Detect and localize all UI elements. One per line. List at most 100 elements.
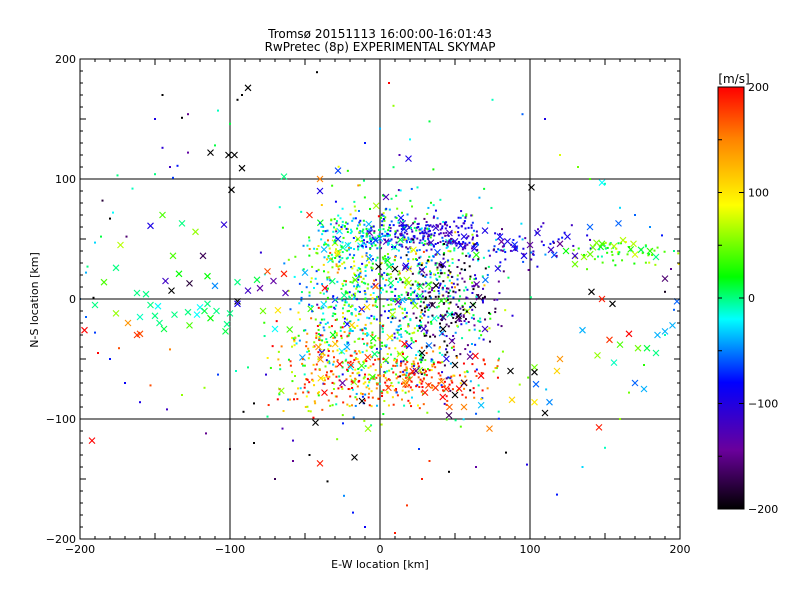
data-point-dot xyxy=(456,283,459,286)
data-point-dot xyxy=(545,388,548,391)
data-point-dot xyxy=(407,325,410,328)
data-point-dot xyxy=(388,208,391,211)
data-point-dot xyxy=(289,360,292,363)
data-point-dot xyxy=(411,272,414,275)
data-point-dot xyxy=(462,362,465,365)
data-point-dot xyxy=(362,179,365,182)
data-point-dot xyxy=(641,252,644,255)
data-point-dot xyxy=(455,225,458,228)
data-point-dot xyxy=(316,248,319,251)
data-point-dot xyxy=(365,252,368,255)
data-point-cross xyxy=(372,202,380,210)
data-point-dot xyxy=(409,319,412,322)
data-point-dot xyxy=(362,281,365,284)
data-point-dot xyxy=(365,327,368,330)
data-point-dot xyxy=(305,395,308,398)
data-point-dot xyxy=(380,247,383,250)
data-point-dot xyxy=(434,335,437,338)
data-point-dot xyxy=(357,245,360,248)
data-point-dot xyxy=(363,360,366,363)
data-point-dot xyxy=(410,187,413,190)
data-point-dot xyxy=(346,291,349,294)
data-point-dot xyxy=(400,335,403,338)
data-point-cross xyxy=(196,304,204,311)
data-point-dot xyxy=(85,316,87,318)
data-point-dot xyxy=(308,381,311,384)
data-point-dot xyxy=(362,228,365,231)
data-point-dot xyxy=(483,297,486,300)
data-point-dot xyxy=(439,240,442,243)
data-point-dot xyxy=(357,278,360,281)
data-point-dot xyxy=(648,253,651,256)
data-point-cross xyxy=(169,252,177,260)
data-point-dot xyxy=(378,284,381,287)
data-point-dot xyxy=(362,277,365,280)
data-point-dot xyxy=(335,265,338,268)
data-point-dot xyxy=(429,271,432,274)
data-point-dot xyxy=(332,373,335,376)
data-point-dot xyxy=(341,361,344,364)
data-point-dot xyxy=(409,386,412,389)
data-point-dot xyxy=(463,220,466,223)
data-point-dot xyxy=(384,344,387,347)
data-point-dot xyxy=(354,358,357,361)
data-point-dot xyxy=(331,315,334,318)
colorbar-label: [m/s] xyxy=(718,72,749,86)
data-point-cross xyxy=(178,220,186,227)
data-point-dot xyxy=(361,239,364,242)
data-point-dot xyxy=(347,388,350,391)
data-point-dot xyxy=(375,387,378,390)
data-point-dot xyxy=(394,288,397,291)
data-point-dot xyxy=(497,359,500,362)
data-point-dot xyxy=(303,373,306,376)
data-point-dot xyxy=(426,411,429,414)
data-point-dot xyxy=(442,257,445,260)
data-point-cross xyxy=(460,379,468,387)
data-point-cross xyxy=(231,151,238,159)
data-point-dot xyxy=(387,241,390,244)
data-point-dot xyxy=(482,256,485,259)
data-point-dot xyxy=(364,282,367,285)
data-point-dot xyxy=(470,316,473,319)
data-point-dot xyxy=(172,176,174,179)
data-point-cross xyxy=(637,246,645,254)
data-point-dot xyxy=(403,373,406,376)
data-point-dot xyxy=(411,365,414,368)
data-point-cross xyxy=(213,307,220,315)
data-point-dot xyxy=(363,342,366,345)
data-point-dot xyxy=(357,290,360,293)
data-point-dot xyxy=(375,286,378,289)
data-point-dot xyxy=(403,236,406,239)
data-point-dot xyxy=(437,382,440,385)
data-point-dot xyxy=(401,234,404,237)
data-point-dot xyxy=(169,166,171,168)
data-point-dot xyxy=(447,240,450,243)
data-point-dot xyxy=(439,228,442,231)
data-point-dot xyxy=(621,259,624,262)
data-point-dot xyxy=(586,234,589,237)
data-point-dot xyxy=(118,347,120,350)
data-point-dot xyxy=(327,255,330,258)
data-point-dot xyxy=(412,341,415,344)
data-point-dot xyxy=(474,274,477,277)
data-point-cross xyxy=(511,245,519,252)
data-point-dot xyxy=(423,243,426,246)
data-point-dot xyxy=(398,224,401,227)
data-point-dot xyxy=(382,235,385,238)
data-point-dot xyxy=(589,247,592,250)
data-point-dot xyxy=(450,237,453,240)
data-point-dot xyxy=(332,235,335,238)
data-point-dot xyxy=(410,405,413,408)
data-point-dot xyxy=(299,387,302,390)
data-point-dot xyxy=(406,293,409,296)
data-point-dot xyxy=(381,232,384,235)
data-point-dot xyxy=(330,253,333,256)
data-point-dot xyxy=(461,242,464,245)
data-point-dot xyxy=(381,327,384,330)
x-tick-label: −100 xyxy=(215,543,245,556)
data-point-cross xyxy=(661,328,669,335)
data-point-dot xyxy=(436,242,439,245)
data-point-dot xyxy=(438,233,441,236)
data-point-dot xyxy=(409,199,412,202)
data-point-cross xyxy=(271,325,279,333)
